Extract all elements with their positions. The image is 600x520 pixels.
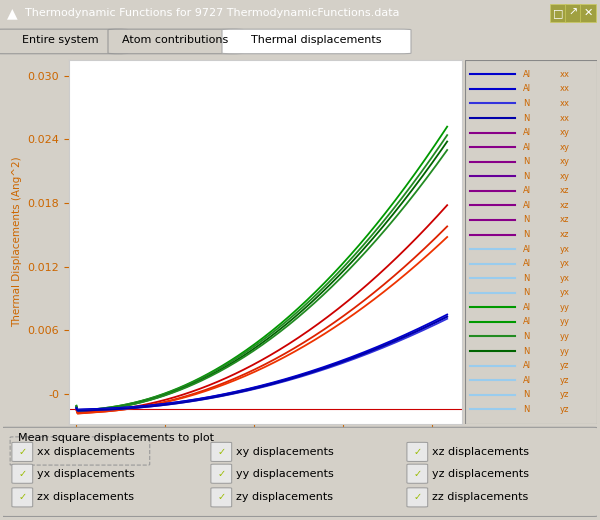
- Text: xy: xy: [560, 172, 570, 181]
- Text: Al: Al: [523, 70, 531, 79]
- Text: N: N: [523, 390, 529, 399]
- Text: Al: Al: [523, 303, 531, 312]
- Text: N: N: [523, 288, 529, 297]
- Text: ✓: ✓: [413, 469, 421, 479]
- Text: ✓: ✓: [413, 447, 421, 457]
- Text: N: N: [523, 113, 529, 123]
- FancyBboxPatch shape: [12, 488, 33, 507]
- Text: Al: Al: [523, 128, 531, 137]
- Text: yy displacements: yy displacements: [236, 469, 334, 479]
- Text: □: □: [553, 8, 563, 18]
- FancyBboxPatch shape: [407, 443, 428, 461]
- Text: ▲: ▲: [7, 6, 18, 20]
- Text: Al: Al: [523, 142, 531, 152]
- Text: N: N: [523, 332, 529, 341]
- FancyBboxPatch shape: [211, 443, 232, 461]
- Text: xy: xy: [560, 142, 570, 152]
- Text: ↗: ↗: [568, 8, 578, 18]
- Text: xy: xy: [560, 128, 570, 137]
- Text: yx: yx: [560, 288, 570, 297]
- Text: Al: Al: [523, 186, 531, 196]
- FancyBboxPatch shape: [211, 488, 232, 507]
- Text: yy: yy: [560, 346, 570, 356]
- Text: yz: yz: [560, 390, 569, 399]
- Text: xx displacements: xx displacements: [37, 447, 134, 457]
- Text: xx: xx: [560, 113, 570, 123]
- Text: yx: yx: [560, 274, 570, 283]
- Text: yx displacements: yx displacements: [37, 469, 134, 479]
- FancyBboxPatch shape: [12, 464, 33, 483]
- Text: xz: xz: [560, 186, 569, 196]
- FancyBboxPatch shape: [211, 464, 232, 483]
- FancyBboxPatch shape: [407, 464, 428, 483]
- Text: Thermal displacements: Thermal displacements: [251, 35, 382, 45]
- Text: ✓: ✓: [217, 447, 226, 457]
- FancyBboxPatch shape: [12, 443, 33, 461]
- Text: Al: Al: [523, 375, 531, 385]
- Text: N: N: [523, 157, 529, 166]
- Text: xz: xz: [560, 215, 569, 225]
- Text: N: N: [523, 346, 529, 356]
- Text: N: N: [523, 172, 529, 181]
- Text: ✕: ✕: [583, 8, 593, 18]
- Text: N: N: [523, 230, 529, 239]
- Text: yx: yx: [560, 244, 570, 254]
- Text: yy: yy: [560, 303, 570, 312]
- Text: Al: Al: [523, 84, 531, 94]
- Text: yz displacements: yz displacements: [432, 469, 529, 479]
- Text: Al: Al: [523, 317, 531, 327]
- Y-axis label: Thermal Displacements (Ang^2): Thermal Displacements (Ang^2): [12, 157, 22, 327]
- Text: yz: yz: [560, 405, 569, 414]
- Text: Al: Al: [523, 244, 531, 254]
- Text: Al: Al: [523, 361, 531, 370]
- FancyBboxPatch shape: [0, 29, 128, 54]
- X-axis label: Temperature (K): Temperature (K): [218, 449, 313, 462]
- Text: ✓: ✓: [18, 492, 26, 502]
- Text: Entire system: Entire system: [22, 35, 98, 45]
- Text: zz displacements: zz displacements: [432, 492, 528, 502]
- Text: yz: yz: [560, 375, 569, 385]
- Text: ✓: ✓: [217, 492, 226, 502]
- Text: Atom contributions: Atom contributions: [122, 35, 229, 45]
- FancyBboxPatch shape: [565, 4, 581, 22]
- Text: yx: yx: [560, 259, 570, 268]
- FancyBboxPatch shape: [580, 4, 596, 22]
- FancyBboxPatch shape: [550, 4, 566, 22]
- Text: xz: xz: [560, 201, 569, 210]
- Text: ✓: ✓: [18, 447, 26, 457]
- Text: Al: Al: [523, 201, 531, 210]
- Text: xy displacements: xy displacements: [236, 447, 334, 457]
- Text: yy: yy: [560, 317, 570, 327]
- FancyBboxPatch shape: [222, 29, 411, 54]
- Text: N: N: [523, 405, 529, 414]
- Text: Al: Al: [523, 259, 531, 268]
- Text: Thermodynamic Functions for 9727 ThermodynamicFunctions.data: Thermodynamic Functions for 9727 Thermod…: [25, 8, 400, 18]
- Text: Mean square displacements to plot: Mean square displacements to plot: [18, 433, 214, 443]
- Text: ✓: ✓: [217, 469, 226, 479]
- Text: yy: yy: [560, 332, 570, 341]
- Text: xx: xx: [560, 70, 570, 79]
- Text: xx: xx: [560, 84, 570, 94]
- Text: yz: yz: [560, 361, 569, 370]
- Text: xy: xy: [560, 157, 570, 166]
- Text: xx: xx: [560, 99, 570, 108]
- Text: N: N: [523, 99, 529, 108]
- Text: xz: xz: [560, 230, 569, 239]
- Text: ✓: ✓: [18, 469, 26, 479]
- FancyBboxPatch shape: [0, 427, 599, 516]
- FancyBboxPatch shape: [108, 29, 243, 54]
- Text: xz displacements: xz displacements: [432, 447, 529, 457]
- Text: N: N: [523, 215, 529, 225]
- Text: ✓: ✓: [413, 492, 421, 502]
- Text: zx displacements: zx displacements: [37, 492, 134, 502]
- FancyBboxPatch shape: [407, 488, 428, 507]
- Text: zy displacements: zy displacements: [236, 492, 333, 502]
- Text: N: N: [523, 274, 529, 283]
